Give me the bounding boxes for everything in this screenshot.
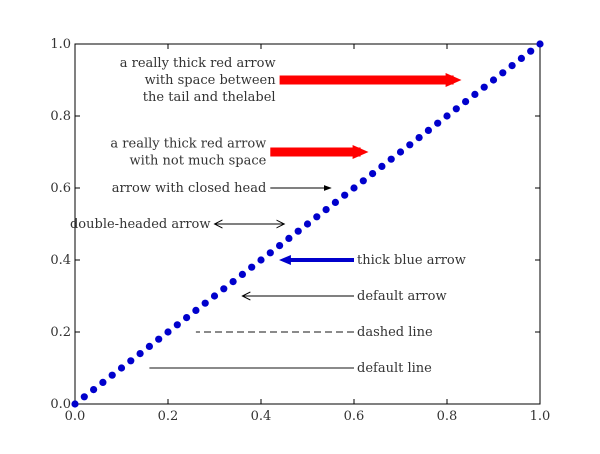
y-tick-label: 0.4 — [50, 253, 71, 268]
annotation-label: dashed line — [357, 325, 433, 340]
scatter-point — [229, 278, 237, 286]
scatter-point — [294, 227, 302, 235]
plot-layer: 0.0 0.2 0.4 0.6 0.8 1.0 0.0 0.2 0.4 0.6 0.8 1.0 a re… — [50, 37, 550, 424]
y-tick-label: 0.8 — [50, 109, 71, 124]
annotation-label: a really thick red arrow — [110, 137, 266, 152]
scatter-point — [517, 54, 526, 63]
scatter-point — [387, 155, 395, 163]
scatter-point — [378, 162, 386, 170]
scatter-point — [480, 83, 488, 91]
x-tick-label: 0.8 — [437, 409, 458, 424]
scatter-point — [452, 105, 460, 113]
annotation-label: with not much space — [130, 154, 267, 169]
y-tick-label: 0.2 — [50, 325, 71, 340]
scatter-point — [257, 256, 265, 264]
scatter-point — [369, 170, 377, 178]
scatter-point — [406, 141, 414, 149]
scatter-point — [424, 126, 432, 134]
y-tick-label: 0.0 — [50, 397, 71, 412]
x-tick-label: 0.2 — [158, 409, 179, 424]
scatter-point — [341, 191, 349, 199]
scatter-point — [499, 69, 507, 77]
scatter-point — [192, 306, 200, 314]
scatter-point — [434, 119, 442, 127]
scatter-point — [489, 76, 498, 84]
scatter-point — [108, 371, 116, 379]
scatter-point — [462, 98, 470, 106]
scatter-point — [322, 206, 330, 214]
scatter-point — [527, 47, 535, 55]
scatter-point — [99, 378, 107, 386]
scatter-point — [117, 364, 126, 372]
scatter-point — [155, 335, 163, 343]
scatter-point — [331, 198, 339, 206]
scatter-point — [396, 148, 405, 156]
scatter-point — [248, 263, 256, 271]
scatter-point — [443, 112, 451, 120]
scatter-point — [350, 184, 358, 192]
scatter-point — [220, 285, 228, 293]
scatter-point — [173, 321, 181, 329]
scatter-point — [359, 177, 367, 185]
annotation-label: with space between — [145, 73, 277, 88]
scatter-point — [80, 393, 88, 401]
annotation-label: thick blue arrow — [357, 253, 466, 268]
scatter-point — [90, 386, 98, 394]
x-tick-label: 0.4 — [251, 409, 272, 424]
scatter-point — [136, 350, 144, 358]
scatter-point — [127, 357, 135, 365]
scatter-point — [276, 242, 284, 250]
scatter-point — [508, 62, 516, 70]
scatter-point — [183, 314, 191, 322]
scatter-point — [471, 90, 479, 98]
scatter-point — [164, 328, 172, 336]
y-tick-label: 1.0 — [50, 37, 71, 52]
scatter-point — [536, 40, 544, 48]
x-tick-label: 0.0 — [65, 409, 86, 424]
x-tick-label: 1.0 — [530, 409, 551, 424]
scatter-point — [71, 400, 79, 408]
scatter-point — [266, 249, 274, 257]
scatter-point — [303, 220, 312, 228]
annotation-label: the tail and thelabel — [143, 90, 276, 105]
annotation-label: a really thick red arrow — [120, 56, 276, 71]
scatter-point — [145, 342, 153, 350]
scatter-point — [285, 234, 293, 242]
annotation-label: double-headed arrow — [70, 217, 211, 232]
y-tick-label: 0.6 — [50, 181, 71, 196]
x-tick-label: 0.6 — [344, 409, 365, 424]
annotation-label: arrow with closed head — [112, 181, 267, 196]
axes-frame — [74, 43, 541, 405]
scatter-point — [313, 213, 321, 221]
scatter-point — [201, 299, 209, 307]
annotation-label: default line — [357, 361, 432, 376]
scatter-point — [415, 134, 423, 142]
scatter-point — [210, 292, 219, 300]
annotation-label: default arrow — [357, 289, 447, 304]
scatter-point — [238, 270, 246, 278]
